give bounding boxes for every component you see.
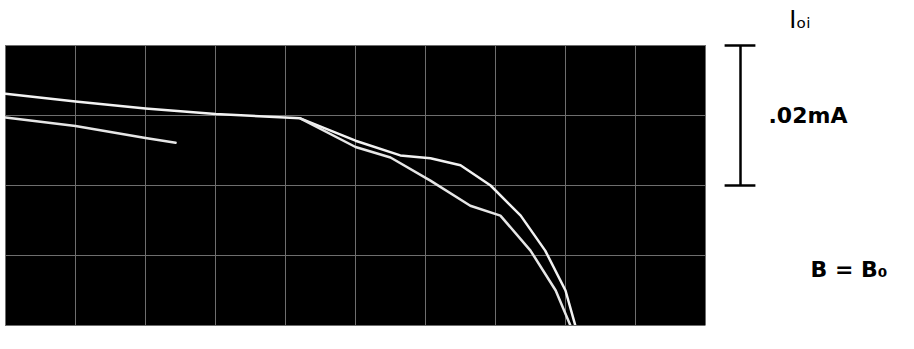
- svg-text:.02mA: .02mA: [769, 103, 848, 128]
- svg-text:B = B₀: B = B₀: [811, 257, 888, 282]
- svg-text:Iₒᵢ: Iₒᵢ: [789, 6, 810, 34]
